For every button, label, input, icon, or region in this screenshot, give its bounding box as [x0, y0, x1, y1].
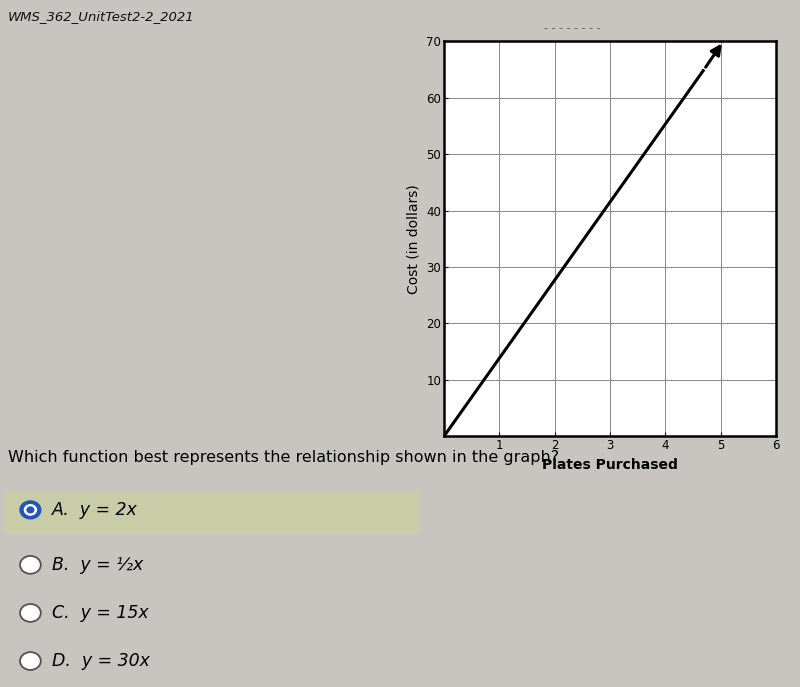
Y-axis label: Cost (in dollars): Cost (in dollars) [406, 184, 421, 293]
Text: B.  y = ½x: B. y = ½x [52, 556, 143, 574]
Text: WMS_362_UnitTest2-2_2021: WMS_362_UnitTest2-2_2021 [8, 10, 194, 23]
Text: A.  y = 2x: A. y = 2x [52, 501, 138, 519]
X-axis label: Plates Purchased: Plates Purchased [542, 458, 678, 471]
Text: - - - - - - - -: - - - - - - - - [544, 23, 600, 33]
Text: Which function best represents the relationship shown in the graph?: Which function best represents the relat… [8, 450, 559, 465]
Text: C.  y = 15x: C. y = 15x [52, 604, 149, 622]
Text: D.  y = 30x: D. y = 30x [52, 652, 150, 670]
